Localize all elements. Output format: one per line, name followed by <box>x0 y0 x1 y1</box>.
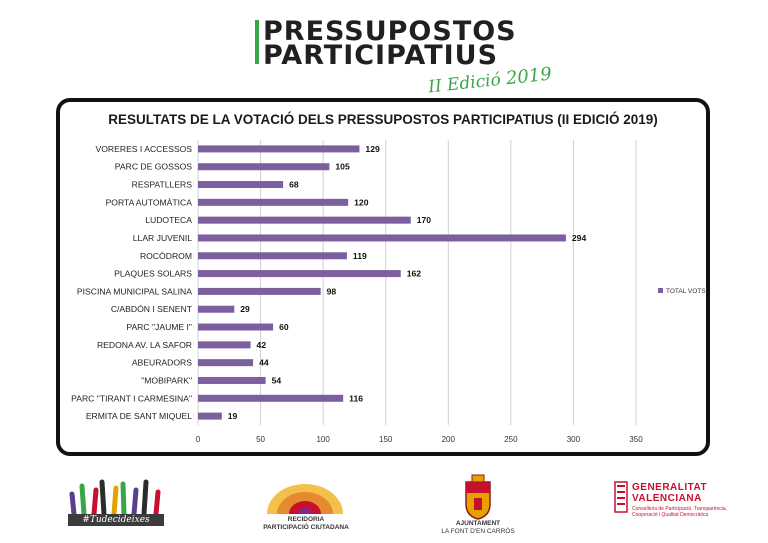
data-label: 294 <box>572 233 587 243</box>
bar <box>198 145 360 153</box>
chart-panel: RESULTATS DE LA VOTACIÓ DELS PRESSUPOSTO… <box>56 98 710 456</box>
edition-text: II Edició <box>427 69 502 98</box>
bar <box>198 287 321 295</box>
data-label: 60 <box>279 322 289 332</box>
category-label: ERMITA DE SANT MIQUEL <box>86 411 192 421</box>
chart-title: RESULTATS DE LA VOTACIÓ DELS PRESSUPOSTO… <box>108 112 658 127</box>
data-label: 162 <box>407 269 422 279</box>
gv-line-1: GENERALITAT <box>632 482 708 493</box>
data-label: 44 <box>259 358 269 368</box>
ajuntament-label: AJUNTAMENT LA FONT D'EN CARRÒS <box>432 520 524 535</box>
sunburst-icon <box>267 484 343 514</box>
data-label: 19 <box>228 411 238 421</box>
bar <box>198 359 254 367</box>
category-label: LUDOTECA <box>145 215 192 225</box>
ajuntament-line-1: AJUNTAMENT <box>455 520 501 527</box>
bar <box>198 412 222 420</box>
category-label: LLAR JUVENIL <box>133 233 192 243</box>
data-label: 42 <box>257 340 267 350</box>
recidoria-label: RECIDORIA PARTICIPACIÓ CIUTADANA <box>256 516 356 532</box>
bar <box>198 305 235 313</box>
bar <box>198 323 274 331</box>
category-label: "MOBIPARK" <box>141 375 192 385</box>
bar <box>198 181 284 189</box>
x-tick-label: 250 <box>504 435 518 444</box>
data-label: 105 <box>335 162 350 172</box>
bar <box>198 198 349 206</box>
hashtag-label: #Tudecideixes <box>68 514 164 526</box>
x-tick-label: 0 <box>196 435 201 444</box>
x-tick-label: 350 <box>629 435 643 444</box>
data-label: 119 <box>353 251 367 261</box>
data-label: 68 <box>289 180 299 190</box>
title-accent-bar <box>255 20 259 64</box>
category-label: VORERES I ACCESSOS <box>96 144 193 154</box>
category-label: PISCINA MUNICIPAL SALINA <box>77 286 192 296</box>
category-label: PARC "TIRANT I CARMESINA" <box>71 393 192 403</box>
data-label: 116 <box>349 393 363 403</box>
category-label: ROCÒDROM <box>140 251 192 261</box>
hands-icon <box>69 479 161 517</box>
bar <box>198 341 251 349</box>
category-label: PARC DE GOSSOS <box>115 162 192 172</box>
data-label: 170 <box>417 215 432 225</box>
tudecideixes-logo: #Tudecideixes <box>66 476 166 532</box>
gv-name: GENERALITAT VALENCIANA <box>632 482 707 504</box>
gv-subtitle: Conselleria de Participació, Transparènc… <box>632 506 728 518</box>
gv-emblem-icon <box>614 481 628 513</box>
category-label: REDONA AV. LA SAFOR <box>97 340 192 350</box>
gv-line-2: VALENCIANA <box>632 493 702 504</box>
bar <box>198 270 401 278</box>
category-label: PARC "JAUME I" <box>126 322 192 332</box>
coat-of-arms-icon <box>465 474 491 520</box>
bar <box>198 376 266 384</box>
recidoria-line-1: RECIDORIA <box>287 516 325 523</box>
bar <box>198 394 344 402</box>
category-label: PLAQUES SOLARS <box>114 269 192 279</box>
generalitat-logo: GENERALITAT VALENCIANA Conselleria de Pa… <box>612 478 727 530</box>
bar <box>198 252 347 260</box>
data-label: 129 <box>365 144 380 154</box>
bar <box>198 216 411 224</box>
edition-year: 2019 <box>504 63 553 90</box>
ajuntament-line-2: LA FONT D'EN CARRÒS <box>441 527 515 535</box>
legend-label: TOTAL VOTS <box>666 288 706 295</box>
title-line-1: PRESSUPOSTOS <box>263 16 517 47</box>
data-label: 120 <box>354 197 369 207</box>
category-label: ABEURADORS <box>132 358 192 368</box>
category-label: PORTA AUTOMÀTICA <box>106 197 193 207</box>
data-label: 54 <box>272 375 282 385</box>
x-tick-label: 150 <box>379 435 393 444</box>
legend-swatch <box>658 288 663 293</box>
data-label: 98 <box>327 286 337 296</box>
recidoria-line-2: PARTICIPACIÓ CIUTADANA <box>263 524 349 531</box>
title-line-2: PARTICIPATIUS <box>263 40 499 71</box>
data-label: 29 <box>240 304 250 314</box>
bar-chart: 0 50 100 150 200 250 300 350 VORERES I ACCESSOS 1… <box>71 140 706 444</box>
category-label: C/ABDÓN I SENENT <box>111 304 193 314</box>
ajuntament-logo: AJUNTAMENT LA FONT D'EN CARRÒS <box>438 474 518 538</box>
x-tick-label: 50 <box>256 435 265 444</box>
recidoria-logo: RECIDORIA PARTICIPACIÓ CIUTADANA <box>262 476 349 536</box>
bar <box>198 163 330 171</box>
bar <box>198 234 566 242</box>
x-tick-label: 200 <box>442 435 456 444</box>
category-label: RESPATLLERS <box>132 180 193 190</box>
x-tick-label: 100 <box>316 435 330 444</box>
header: PRESSUPOSTOS PARTICIPATIUS II Edició 201… <box>255 16 555 98</box>
x-tick-label: 300 <box>567 435 581 444</box>
